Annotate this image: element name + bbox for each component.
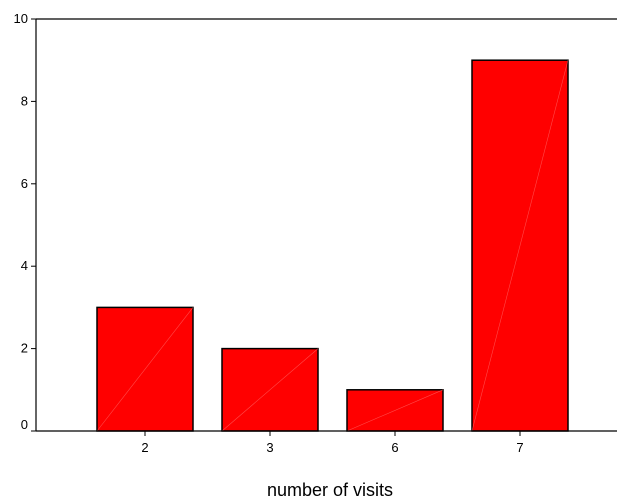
bar-shade-7 — [471, 60, 569, 432]
y-tick-label-0: 0 — [21, 417, 28, 432]
x-tick-label-3: 3 — [266, 440, 273, 455]
x-axis-title: number of visits — [267, 480, 393, 498]
bar-shade-6 — [346, 389, 444, 432]
y-tick-label-8: 8 — [21, 93, 28, 108]
ticks-layer: 0 2 4 6 8 10 2 3 6 7 — [14, 11, 524, 455]
bar-shade-3 — [221, 348, 319, 432]
y-tick-label-10: 10 — [14, 11, 28, 26]
bars-layer — [96, 59, 569, 432]
x-tick-label-6: 6 — [391, 440, 398, 455]
y-tick-label-4: 4 — [21, 258, 28, 273]
y-tick-label-2: 2 — [21, 341, 28, 356]
y-tick-label-6: 6 — [21, 176, 28, 191]
x-tick-label-7: 7 — [516, 440, 523, 455]
bar-shade-2 — [96, 307, 194, 432]
x-tick-label-2: 2 — [141, 440, 148, 455]
